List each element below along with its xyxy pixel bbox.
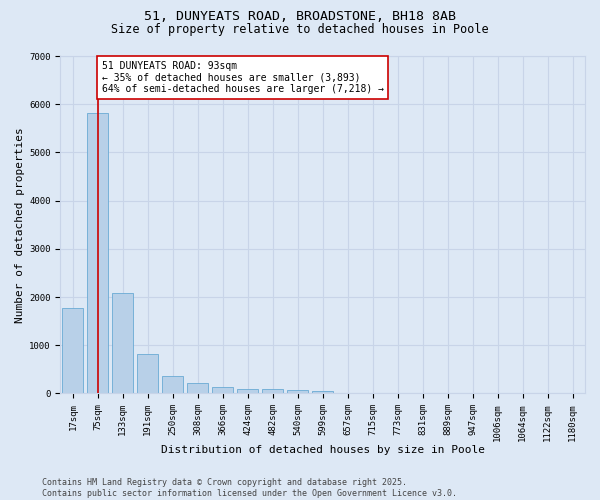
Text: Contains HM Land Registry data © Crown copyright and database right 2025.
Contai: Contains HM Land Registry data © Crown c… bbox=[42, 478, 457, 498]
Bar bbox=[287, 390, 308, 394]
Bar bbox=[112, 293, 133, 394]
Bar bbox=[162, 376, 184, 394]
Bar bbox=[312, 391, 334, 394]
Bar bbox=[62, 308, 83, 394]
Bar bbox=[212, 387, 233, 394]
Text: 51 DUNYEATS ROAD: 93sqm
← 35% of detached houses are smaller (3,893)
64% of semi: 51 DUNYEATS ROAD: 93sqm ← 35% of detache… bbox=[101, 61, 383, 94]
Text: Size of property relative to detached houses in Poole: Size of property relative to detached ho… bbox=[111, 22, 489, 36]
Bar bbox=[137, 354, 158, 394]
Bar bbox=[262, 390, 283, 394]
X-axis label: Distribution of detached houses by size in Poole: Distribution of detached houses by size … bbox=[161, 445, 485, 455]
Text: 51, DUNYEATS ROAD, BROADSTONE, BH18 8AB: 51, DUNYEATS ROAD, BROADSTONE, BH18 8AB bbox=[144, 10, 456, 23]
Y-axis label: Number of detached properties: Number of detached properties bbox=[15, 127, 25, 322]
Bar bbox=[87, 113, 109, 394]
Bar bbox=[187, 384, 208, 394]
Bar bbox=[237, 388, 259, 394]
